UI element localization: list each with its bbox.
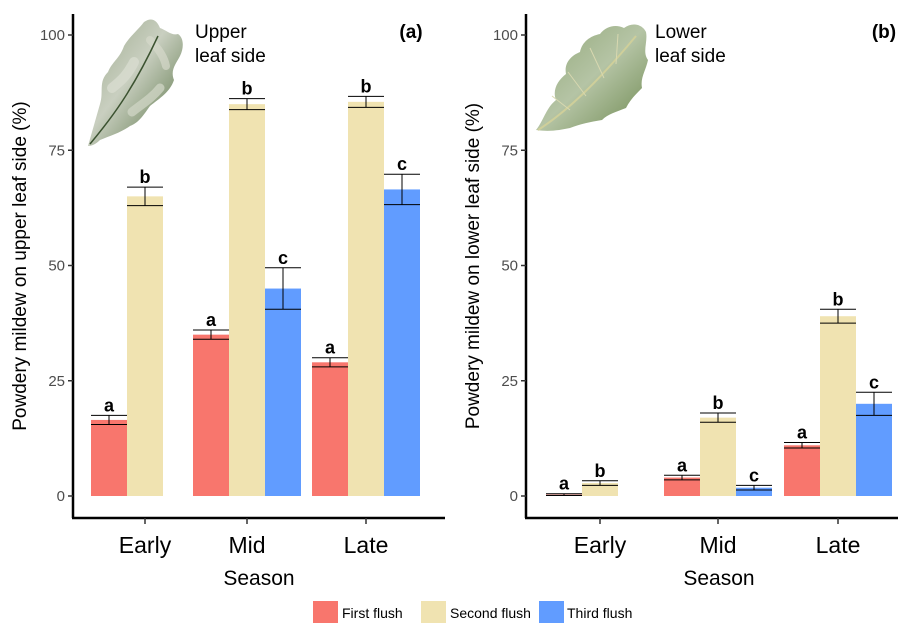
significance-letter: a <box>559 474 570 494</box>
legend-swatch <box>421 601 446 623</box>
legend-label: Second flush <box>450 605 531 621</box>
y-tick-label: 25 <box>501 373 518 390</box>
y-tick-label: 100 <box>40 27 65 44</box>
upper-leaf-image <box>88 19 183 146</box>
y-axis-title: Powdery mildew on upper leaf side (%) <box>10 101 31 431</box>
significance-letter: c <box>749 465 759 485</box>
y-tick-label: 100 <box>493 27 518 44</box>
y-tick-label: 75 <box>501 142 518 159</box>
panel-b: 0 25 50 75 100 Early Mid Late Season Powdery mild… <box>463 14 898 590</box>
bar-second-flush <box>700 417 736 496</box>
x-tick-label: Early <box>119 532 172 558</box>
bar-first-flush <box>193 334 229 496</box>
significance-letter: a <box>797 423 808 443</box>
bar-first-flush <box>312 362 348 496</box>
bar-third-flush <box>265 288 301 496</box>
x-tick-label: Late <box>816 532 861 558</box>
significance-letter: c <box>869 372 879 392</box>
bar-third-flush <box>856 403 892 496</box>
leaf-side-annotation: leaf side <box>195 46 266 67</box>
bar-first-flush <box>784 445 820 496</box>
significance-letter: a <box>677 455 688 475</box>
significance-letter: b <box>713 393 724 413</box>
legend-label: First flush <box>342 605 403 621</box>
significance-letter: b <box>595 461 606 481</box>
significance-letter: b <box>242 79 253 99</box>
x-tick-label: Early <box>574 532 627 558</box>
y-tick-label: 0 <box>57 488 65 505</box>
x-tick-label: Mid <box>228 532 265 558</box>
significance-letter: c <box>278 248 288 268</box>
leaf-side-annotation: Lower <box>655 22 707 43</box>
legend-swatch <box>313 601 338 623</box>
leaf-side-annotation: leaf side <box>655 46 726 67</box>
significance-letter: c <box>397 154 407 174</box>
significance-letter: b <box>140 167 151 187</box>
bar-second-flush <box>582 483 618 496</box>
bar-first-flush <box>91 419 127 496</box>
x-tick-label: Late <box>344 532 389 558</box>
panel-label: (b) <box>872 22 896 43</box>
bar-second-flush <box>348 101 384 496</box>
legend-swatch <box>539 601 564 623</box>
y-tick-label: 25 <box>48 373 65 390</box>
bar-second-flush <box>820 316 856 496</box>
y-axis-title: Powdery mildew on lower leaf side (%) <box>463 103 484 429</box>
y-tick-label: 50 <box>501 258 518 275</box>
y-tick-label: 50 <box>48 258 65 275</box>
significance-letter: a <box>104 395 115 415</box>
bar-first-flush <box>664 477 700 496</box>
significance-letter: a <box>206 310 217 330</box>
y-tick-label: 75 <box>48 142 65 159</box>
legend: First flush Second flush Third flush <box>313 601 632 623</box>
bar-second-flush <box>229 104 265 497</box>
lower-leaf-image <box>536 24 648 131</box>
panel-label: (a) <box>399 22 422 43</box>
bar-third-flush <box>736 487 772 496</box>
x-tick-label: Mid <box>699 532 736 558</box>
bar-second-flush <box>127 196 163 496</box>
panel-a: 0 25 50 75 100 Early Mid Late Season Powdery mild… <box>10 14 445 590</box>
significance-letter: a <box>325 338 336 358</box>
bar-third-flush <box>384 189 420 496</box>
x-axis-title: Season <box>683 567 754 590</box>
x-axis-title: Season <box>223 567 294 590</box>
y-tick-label: 0 <box>510 488 518 505</box>
significance-letter: b <box>361 76 372 96</box>
leaf-side-annotation: Upper <box>195 22 247 43</box>
legend-label: Third flush <box>567 605 632 621</box>
significance-letter: b <box>833 289 844 309</box>
